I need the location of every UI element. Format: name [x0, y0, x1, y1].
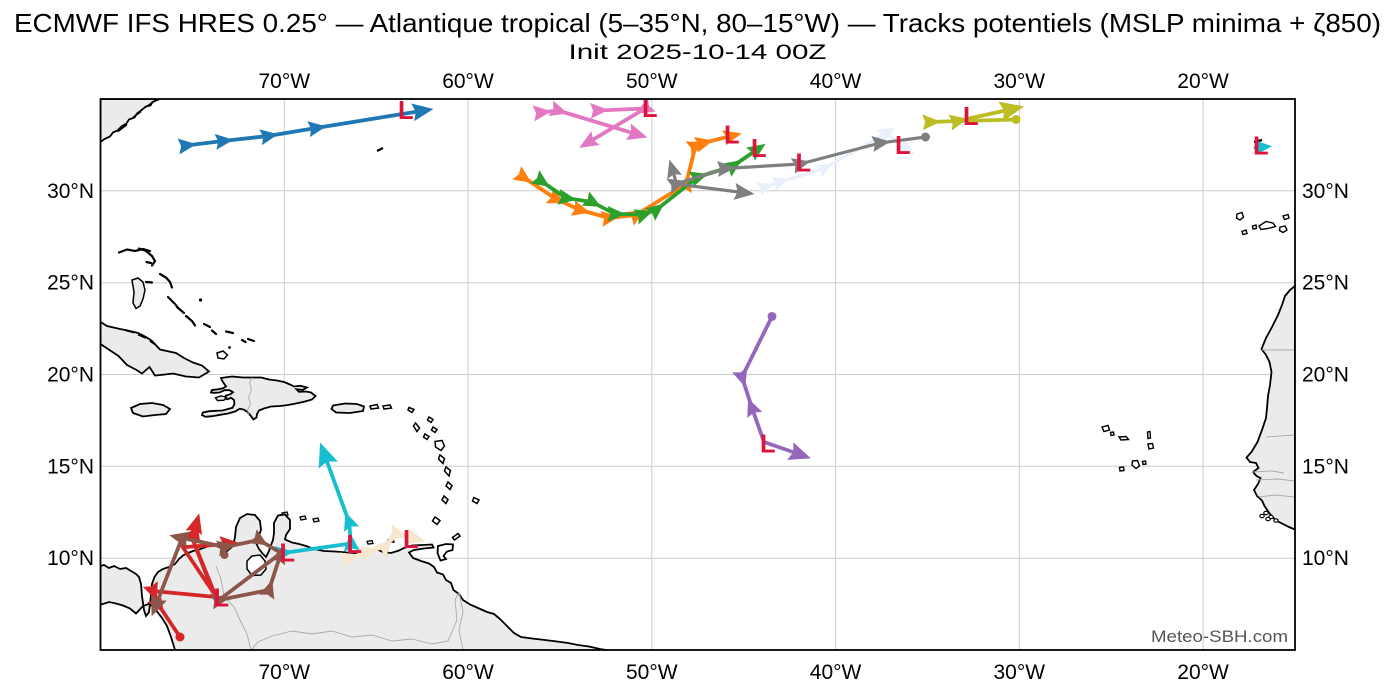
svg-text:L: L	[347, 531, 363, 559]
svg-text:L: L	[398, 97, 414, 125]
svg-text:Init 2025-10-14 00Z: Init 2025-10-14 00Z	[569, 41, 827, 64]
svg-text:20°N: 20°N	[1302, 364, 1349, 387]
svg-text:L: L	[895, 132, 911, 160]
svg-text:30°N: 30°N	[1302, 180, 1349, 203]
svg-text:25°N: 25°N	[1302, 272, 1349, 295]
svg-text:70°W: 70°W	[259, 661, 311, 684]
svg-text:40°W: 40°W	[810, 661, 862, 684]
svg-text:L: L	[796, 150, 812, 178]
svg-text:L: L	[1253, 133, 1269, 161]
svg-text:10°N: 10°N	[1302, 547, 1349, 570]
svg-text:20°N: 20°N	[47, 364, 94, 387]
svg-text:10°N: 10°N	[47, 547, 94, 570]
svg-text:L: L	[642, 95, 658, 123]
svg-text:60°W: 60°W	[442, 70, 494, 93]
svg-text:L: L	[963, 103, 979, 131]
svg-text:30°W: 30°W	[994, 70, 1046, 93]
svg-text:50°W: 50°W	[626, 661, 678, 684]
svg-text:L: L	[751, 135, 767, 163]
svg-text:15°N: 15°N	[47, 455, 94, 478]
svg-text:ECMWF IFS HRES 0.25° — Atlanti: ECMWF IFS HRES 0.25° — Atlantique tropic…	[14, 8, 1381, 38]
svg-text:50°W: 50°W	[626, 70, 678, 93]
svg-text:20°W: 20°W	[1177, 70, 1229, 93]
svg-text:25°N: 25°N	[47, 272, 94, 295]
svg-text:30°W: 30°W	[994, 661, 1046, 684]
svg-text:L: L	[403, 526, 419, 554]
svg-text:40°W: 40°W	[810, 70, 862, 93]
svg-text:L: L	[280, 540, 296, 568]
svg-text:L: L	[760, 431, 776, 459]
svg-text:L: L	[214, 585, 230, 613]
svg-text:20°W: 20°W	[1177, 661, 1229, 684]
svg-text:60°W: 60°W	[442, 661, 494, 684]
svg-text:L: L	[724, 121, 740, 149]
svg-text:70°W: 70°W	[259, 70, 311, 93]
svg-text:Meteo-SBH.com: Meteo-SBH.com	[1151, 627, 1288, 646]
svg-text:15°N: 15°N	[1302, 455, 1349, 478]
svg-text:30°N: 30°N	[47, 180, 94, 203]
